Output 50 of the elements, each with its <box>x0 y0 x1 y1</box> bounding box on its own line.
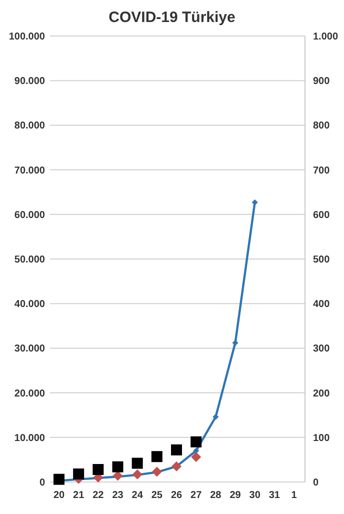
y-tick-label: 60.000 <box>14 210 46 221</box>
point <box>132 469 142 480</box>
x-tick-label: 26 <box>170 490 182 501</box>
x-tick-label: 31 <box>268 490 280 501</box>
point <box>191 452 202 462</box>
y-tick-label: 100.000 <box>8 32 46 42</box>
y2-tick-label: 800 <box>313 120 330 132</box>
y2-tick-label: 0 <box>313 478 319 488</box>
y-tick-label: 70.000 <box>14 165 46 176</box>
point <box>132 458 143 469</box>
y-tick-label: 40.000 <box>14 299 46 310</box>
y2-tick-label: 100 <box>313 432 330 444</box>
point <box>54 474 64 485</box>
y2-tick-label: 200 <box>313 388 330 400</box>
x-tick-label: 1 <box>291 490 298 501</box>
y-tick-label: 90.000 <box>14 76 46 88</box>
chart-title: COVID-19 Türkiye <box>108 9 236 26</box>
y2-tick-label: 900 <box>313 76 330 88</box>
x-tick-label: 25 <box>151 490 163 501</box>
point <box>92 464 104 476</box>
y2-tick-label: 700 <box>313 165 330 176</box>
y2-tick-label: 600 <box>313 210 330 221</box>
point <box>152 466 162 477</box>
point <box>151 451 162 462</box>
point <box>73 468 84 480</box>
x-tick-label: 23 <box>112 490 124 501</box>
point <box>112 461 124 472</box>
point <box>190 436 202 448</box>
x-tick-label: 21 <box>73 490 85 501</box>
x-tick-label: 30 <box>249 490 261 501</box>
y2-tick-label: 300 <box>313 344 330 355</box>
y-tick-label: 80.000 <box>14 120 46 132</box>
point <box>171 444 182 456</box>
x-tick-label: 29 <box>230 490 242 501</box>
y-tick-label: 50.000 <box>14 254 46 266</box>
x-tick-label: 27 <box>190 490 202 501</box>
point <box>112 470 123 481</box>
point <box>212 414 219 420</box>
x-tick-label: 22 <box>92 490 104 501</box>
y-tick-label: 0 <box>39 478 46 488</box>
y-tick-label: 30.000 <box>14 344 46 355</box>
y-tick-label: 10.000 <box>14 432 46 444</box>
y2-tick-label: 500 <box>313 254 330 266</box>
x-tick-label: 24 <box>132 490 144 501</box>
x-tick-label: 28 <box>210 490 222 501</box>
x-tick-label: 20 <box>53 490 65 501</box>
point <box>252 199 258 206</box>
y-tick-label: 20.000 <box>14 388 46 400</box>
y2-tick-label: 400 <box>313 299 330 310</box>
y2-tick-label: 1.000 <box>313 32 338 42</box>
